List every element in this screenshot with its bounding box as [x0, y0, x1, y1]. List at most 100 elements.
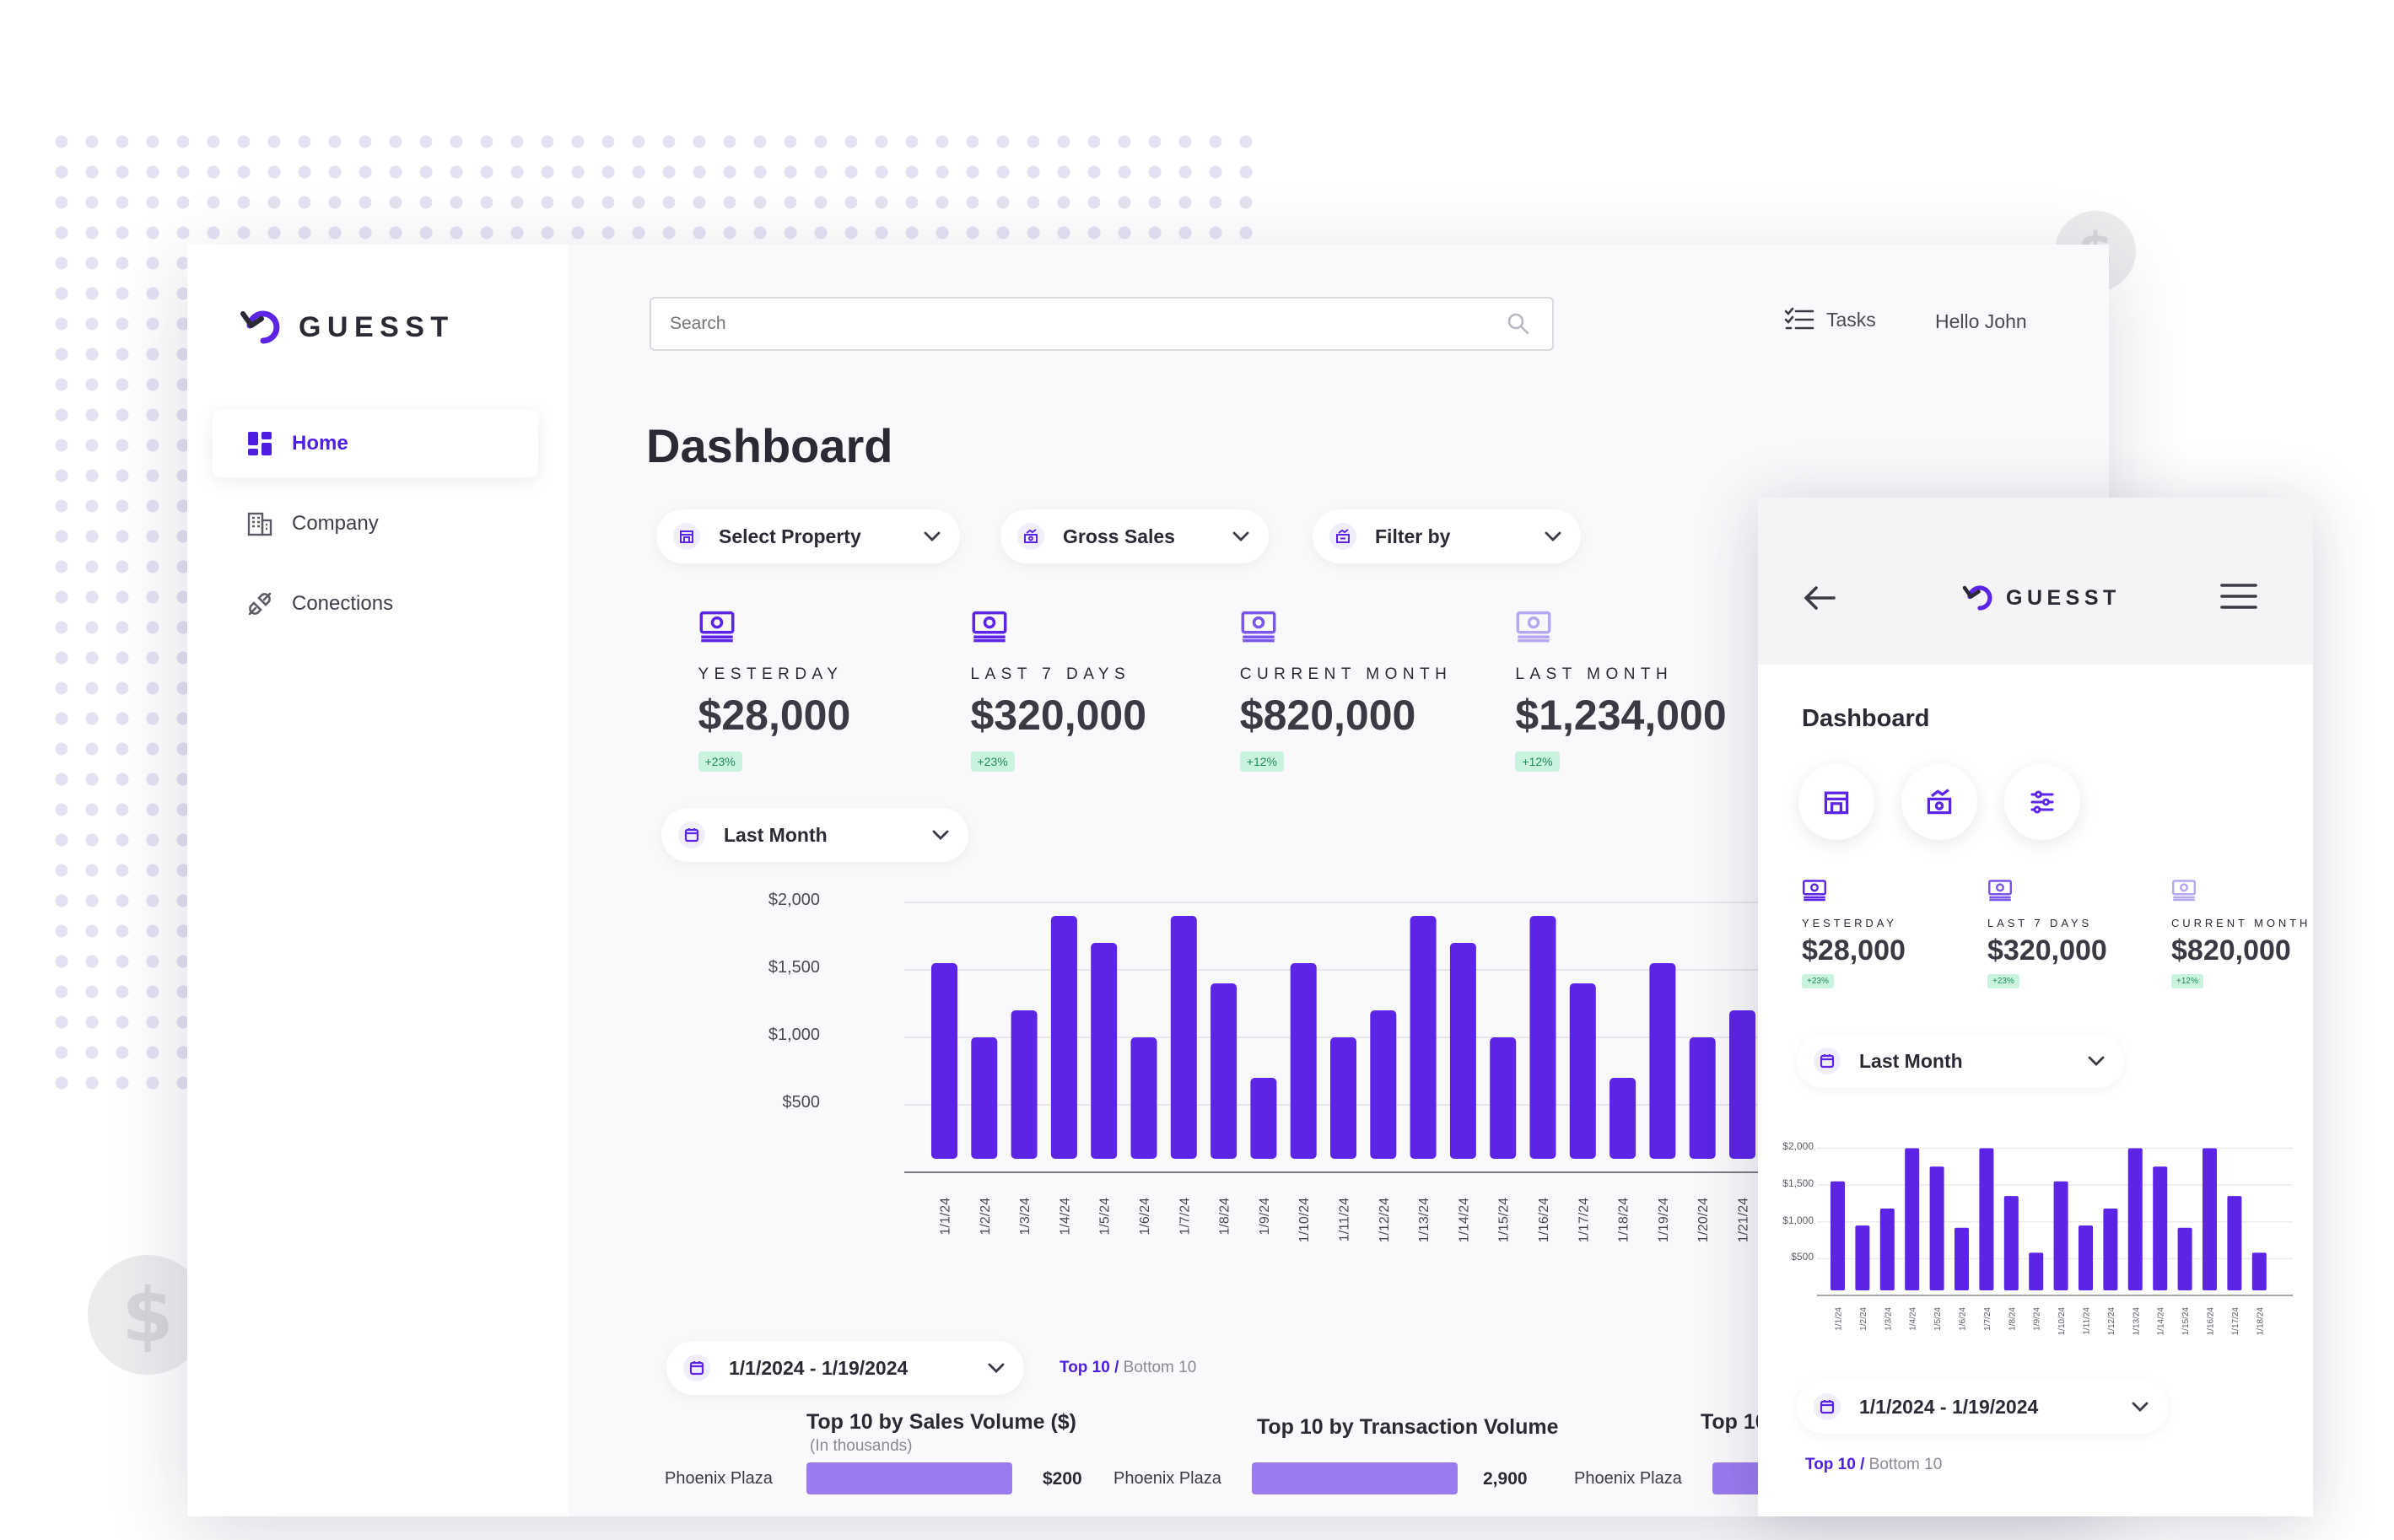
mobile-app-window: GUESST Dashboard YESTERDAY $28,000 +23% LAS…: [1758, 498, 2313, 1516]
calendar-icon: [678, 821, 705, 848]
mobile-date-range-label: 1/1/2024 - 1/19/2024: [1859, 1395, 2039, 1418]
logo-icon: [1962, 585, 1992, 611]
x-tick-label: 1/19/24: [1657, 1198, 1671, 1242]
chart-bar: [971, 1037, 998, 1159]
money-icon: [1241, 611, 1276, 643]
filter-select[interactable]: Filter by: [1313, 509, 1581, 563]
chart-bar: [1050, 916, 1077, 1159]
chart-bar: [1905, 1148, 1920, 1290]
sidebar-item-label: Conections: [292, 592, 394, 615]
grid-icon: [248, 432, 272, 455]
chart-bar: [1855, 1225, 1870, 1290]
sidebar-item-conections[interactable]: Conections: [213, 570, 538, 638]
y-tick-label: $1,000: [1782, 1214, 1814, 1226]
stat-value: $320,000: [970, 692, 1147, 739]
stat-label: LAST 7 DAYS: [970, 665, 1131, 683]
chart-bar: [931, 963, 957, 1159]
mobile-logo: GUESST: [1962, 580, 2121, 616]
x-tick-label: 1/20/24: [1696, 1198, 1711, 1242]
change-badge: +12%: [2171, 974, 2203, 988]
search-icon[interactable]: [1507, 312, 1530, 336]
user-greeting[interactable]: Hello John: [1935, 310, 2027, 332]
stat-value: $28,000: [1802, 934, 1906, 967]
top-10-option[interactable]: Top 10: [1060, 1359, 1110, 1376]
stat-value: $320,000: [1987, 934, 2107, 967]
chart-bar: [1529, 916, 1556, 1159]
change-badge: +12%: [1239, 751, 1284, 772]
filter-settings-button[interactable]: [2004, 764, 2080, 840]
x-tick-label: 1/15/24: [1497, 1198, 1512, 1242]
bottom-10-option[interactable]: Bottom 10: [1123, 1359, 1197, 1376]
x-tick-label: 1/2/24: [1859, 1307, 1868, 1331]
stat-card: LAST MONTH $1,234,000 +12%: [1515, 607, 1727, 772]
logo-wordmark: GUESST: [299, 310, 455, 343]
chevron-down-icon: [2132, 1402, 2149, 1412]
date-range-select[interactable]: 1/1/2024 - 1/19/2024: [666, 1341, 1024, 1395]
sales-icon: [1927, 789, 1952, 815]
money-icon: [1988, 880, 2012, 902]
top-list-row-value: $200: [1043, 1469, 1082, 1489]
stat-label: CURRENT MONTH: [1239, 665, 1453, 683]
x-tick-label: 1/10/24: [2057, 1307, 2067, 1336]
x-tick-label: 1/13/24: [1417, 1198, 1432, 1242]
mobile-stat-card: LAST 7 DAYS $320,000 +23%: [1987, 877, 2107, 988]
hamburger-menu-icon[interactable]: [2220, 582, 2257, 611]
change-badge: +23%: [1802, 974, 1834, 988]
sidebar-item-company[interactable]: Company: [213, 490, 538, 557]
sidebar-item-home[interactable]: Home: [213, 410, 538, 477]
x-tick-label: 1/18/24: [1617, 1198, 1631, 1242]
top-10-option[interactable]: Top 10: [1805, 1456, 1856, 1473]
store-icon: [1824, 791, 1849, 815]
top-list-row-label: Phoenix Plaza: [665, 1469, 773, 1488]
tasks-label: Tasks: [1826, 308, 1876, 331]
metric-select-label: Gross Sales: [1063, 525, 1175, 547]
money-icon: [1516, 611, 1551, 643]
x-tick-label: 1/7/24: [1178, 1198, 1192, 1236]
x-tick-label: 1/12/24: [2107, 1307, 2116, 1336]
building-icon: [247, 512, 272, 536]
chart-bar: [1979, 1148, 1994, 1290]
y-tick-label: $1,500: [768, 958, 820, 977]
mobile-top-bottom-toggle[interactable]: Top 10 / Bottom 10: [1805, 1456, 1942, 1474]
x-tick-label: 1/4/24: [1909, 1307, 1918, 1331]
chart-bar: [1130, 1037, 1157, 1159]
tasks-button[interactable]: Tasks: [1784, 307, 1876, 332]
metric-filter-button[interactable]: [1901, 764, 1977, 840]
mobile-date-range-select[interactable]: 1/1/2024 - 1/19/2024: [1797, 1380, 2168, 1434]
mobile-sales-bar-chart: 1/1/24 1/2/24 1/3/24 1/4/24 1/5/24 1/6/24 1/7/…: [1817, 1147, 2293, 1336]
change-badge: +23%: [1987, 974, 2019, 988]
filter-icon: [1329, 523, 1356, 550]
search-input[interactable]: [650, 297, 1554, 351]
chart-bar: [2153, 1166, 2168, 1290]
chevron-down-icon: [932, 830, 949, 840]
logo-wordmark: GUESST: [2006, 585, 2121, 610]
chart-bar: [2177, 1227, 2192, 1290]
chart-bar: [1091, 943, 1118, 1159]
mobile-stat-card: CURRENT MONTH $820,000 +12%: [2171, 877, 2310, 988]
metric-select[interactable]: Gross Sales: [1000, 509, 1269, 563]
top-bottom-toggle[interactable]: Top 10 / Bottom 10: [1060, 1359, 1196, 1377]
period-select[interactable]: Last Month: [661, 808, 968, 862]
bottom-10-option[interactable]: Bottom 10: [1868, 1456, 1943, 1473]
stat-label: CURRENT MONTH: [2171, 917, 2311, 929]
money-icon: [972, 611, 1006, 643]
date-range-label: 1/1/2024 - 1/19/2024: [729, 1356, 909, 1379]
property-filter-button[interactable]: [1798, 764, 1874, 840]
chart-bar: [1330, 1037, 1356, 1159]
chart-bar: [1609, 1078, 1636, 1159]
property-select[interactable]: Select Property: [656, 509, 960, 563]
top-list-title: Top 10: [1701, 1410, 1767, 1434]
money-icon: [1803, 880, 1826, 902]
back-arrow-icon[interactable]: [1802, 584, 1837, 612]
sales-icon: [1017, 523, 1044, 550]
stat-label: YESTERDAY: [698, 665, 844, 683]
period-select-label: Last Month: [724, 823, 828, 846]
top-list-row-label: Phoenix Plaza: [1574, 1469, 1682, 1488]
money-icon: [699, 611, 735, 643]
x-tick-label: 1/16/24: [2207, 1307, 2216, 1336]
y-tick-label: $500: [782, 1093, 821, 1112]
x-tick-label: 1/17/24: [2231, 1307, 2240, 1336]
mobile-period-select[interactable]: Last Month: [1797, 1034, 2124, 1088]
top-list-title: Top 10 by Transaction Volume: [1257, 1415, 1559, 1439]
chart-bar: [1569, 983, 1596, 1159]
